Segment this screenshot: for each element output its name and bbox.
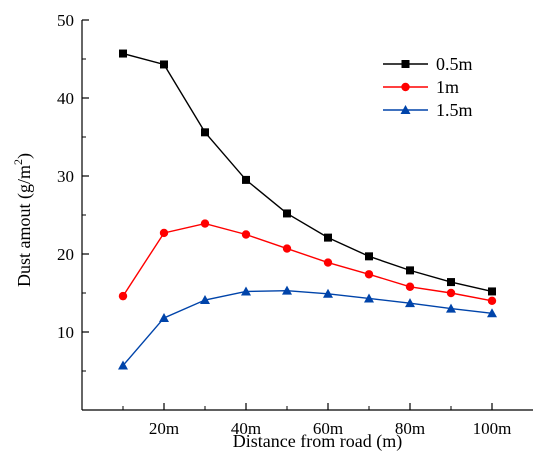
- y-axis-title-close: ): [14, 153, 35, 159]
- data-point: [241, 286, 251, 296]
- data-point: [446, 288, 456, 298]
- x-tick-label: 100m: [473, 419, 512, 438]
- legend-label: 1m: [436, 77, 459, 97]
- data-point: [282, 244, 292, 253]
- data-point: [200, 295, 210, 305]
- legend-item-1.5m: 1.5m: [383, 100, 473, 120]
- data-point: [406, 266, 414, 275]
- data-point: [282, 285, 292, 295]
- y-tick-label: 10: [57, 323, 74, 342]
- legend-item-0.5m: 0.5m: [383, 54, 473, 74]
- data-point: [488, 287, 496, 296]
- data-point: [324, 233, 332, 242]
- x-tick-label: 20m: [149, 419, 179, 438]
- legend: 0.5m 1m 1.5m: [383, 54, 473, 120]
- data-point: [160, 60, 168, 69]
- data-point: [323, 258, 333, 267]
- series-1.5m: [118, 285, 497, 370]
- legend-label: 1.5m: [436, 100, 473, 120]
- data-point: [201, 128, 209, 137]
- data-point: [487, 296, 497, 305]
- data-point: [400, 105, 411, 114]
- y-tick-label: 30: [57, 167, 74, 186]
- x-tick-label: 60m: [313, 419, 343, 438]
- y-axis-title-sup: 2: [11, 159, 25, 165]
- data-point: [118, 360, 128, 370]
- data-point: [364, 270, 374, 279]
- series-line: [122, 52, 493, 293]
- data-point: [365, 252, 373, 261]
- data-point: [200, 219, 210, 228]
- y-axis-title-main: Dust amout (g/m: [14, 165, 35, 287]
- legend-label: 0.5m: [436, 54, 473, 74]
- x-tick-label: 80m: [395, 419, 425, 438]
- data-point: [446, 303, 456, 313]
- data-point: [283, 209, 291, 218]
- data-point: [323, 288, 333, 298]
- data-point: [401, 82, 410, 92]
- series-line: [122, 222, 493, 302]
- data-point: [364, 293, 374, 303]
- x-tick-label: 40m: [231, 419, 261, 438]
- data-point: [401, 60, 410, 68]
- axes: 10 20 30 40 50 20m 40m 60m 80m 100m: [57, 11, 533, 438]
- data-point: [119, 49, 127, 58]
- data-point: [447, 278, 455, 287]
- data-point: [159, 228, 169, 238]
- data-point: [242, 175, 250, 184]
- series-1m: [118, 219, 497, 305]
- y-tick-label: 40: [57, 89, 74, 108]
- data-point: [405, 282, 415, 291]
- y-axis-title: Dust amout (g/m2): [11, 153, 35, 287]
- plot-area: [118, 49, 497, 370]
- data-point: [405, 298, 415, 308]
- y-tick-label: 50: [57, 11, 74, 30]
- legend-item-1m: 1m: [383, 77, 459, 97]
- series-line: [122, 289, 493, 366]
- data-point: [487, 308, 497, 318]
- data-point: [118, 291, 128, 301]
- data-point: [241, 230, 251, 239]
- x-axis-title: Distance from road (m): [233, 431, 402, 452]
- y-tick-label: 20: [57, 245, 74, 264]
- data-point: [159, 312, 169, 322]
- series-0.5m: [119, 49, 496, 296]
